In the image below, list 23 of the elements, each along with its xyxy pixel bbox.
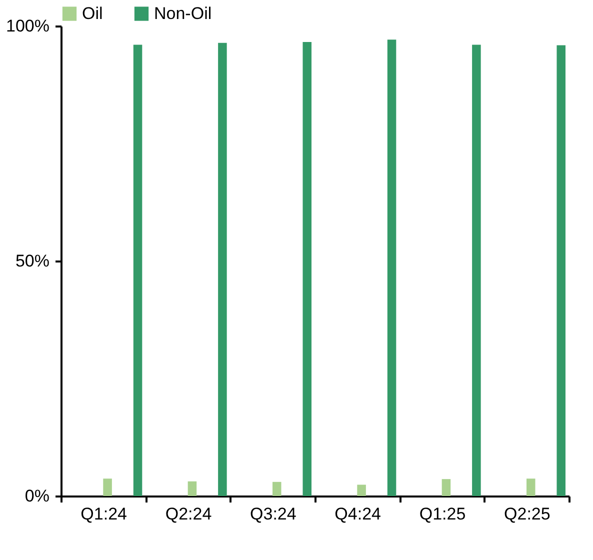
bar — [188, 481, 197, 496]
bar — [472, 44, 481, 496]
x-tick-label: Q4:24 — [334, 504, 381, 524]
bar — [302, 42, 312, 496]
bar — [442, 479, 451, 496]
legend-label: Non-Oil — [154, 4, 212, 23]
bar — [556, 45, 566, 496]
bar — [272, 482, 282, 496]
bar — [357, 484, 366, 496]
bar — [526, 478, 536, 496]
bar — [133, 44, 142, 496]
legend-label: Oil — [82, 4, 103, 23]
bar — [103, 478, 112, 496]
x-tick-label: Q1:24 — [80, 504, 127, 524]
bar — [218, 42, 227, 496]
x-tick-label: Q2:24 — [165, 504, 212, 524]
x-tick-label: Q2:25 — [504, 504, 550, 524]
y-tick-label: 100% — [6, 16, 50, 36]
x-tick-label: Q1:25 — [419, 504, 466, 524]
y-tick-label: 50% — [15, 252, 50, 270]
y-tick-label: 0% — [24, 486, 50, 506]
x-tick-label: Q3:24 — [250, 504, 296, 524]
bar — [387, 40, 396, 496]
